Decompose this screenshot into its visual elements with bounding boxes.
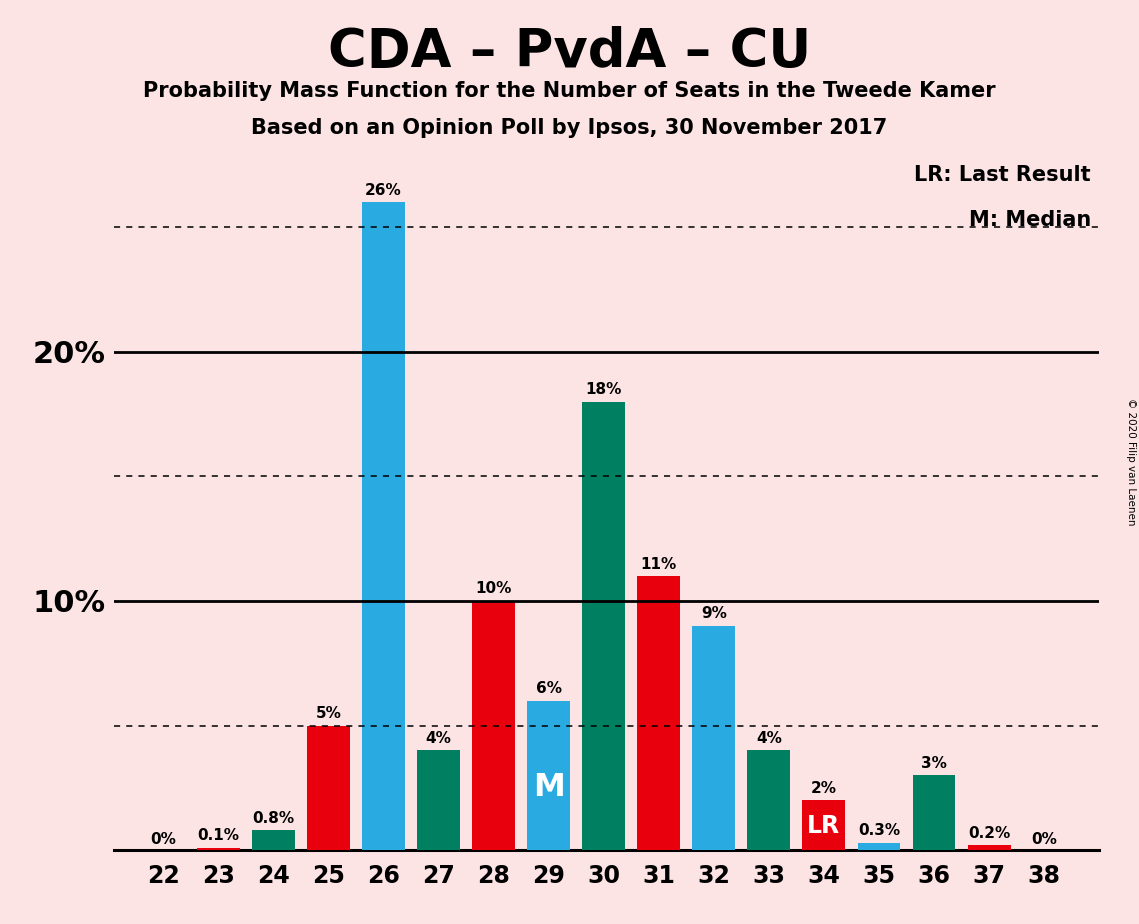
Text: © 2020 Filip van Laenen: © 2020 Filip van Laenen: [1126, 398, 1136, 526]
Text: 0.3%: 0.3%: [858, 823, 900, 838]
Bar: [362, 202, 405, 850]
Bar: [308, 725, 350, 850]
Text: 0.1%: 0.1%: [197, 828, 239, 843]
Text: M: M: [533, 772, 565, 803]
Text: 5%: 5%: [316, 706, 342, 721]
Bar: [803, 800, 845, 850]
Text: 0%: 0%: [1031, 833, 1057, 847]
Text: LR: Last Result: LR: Last Result: [915, 164, 1091, 185]
Bar: [912, 775, 956, 850]
Bar: [252, 830, 295, 850]
Text: 10%: 10%: [475, 581, 511, 597]
Text: 4%: 4%: [426, 731, 451, 746]
Text: 0%: 0%: [150, 833, 177, 847]
Bar: [747, 750, 790, 850]
Bar: [417, 750, 460, 850]
Bar: [693, 626, 736, 850]
Text: 2%: 2%: [811, 781, 837, 796]
Bar: [527, 700, 571, 850]
Text: CDA – PvdA – CU: CDA – PvdA – CU: [328, 26, 811, 78]
Text: 0.2%: 0.2%: [968, 826, 1010, 841]
Text: Probability Mass Function for the Number of Seats in the Tweede Kamer: Probability Mass Function for the Number…: [144, 81, 995, 102]
Text: 11%: 11%: [640, 556, 677, 572]
Text: 6%: 6%: [535, 681, 562, 696]
Bar: [582, 402, 625, 850]
Text: 26%: 26%: [366, 183, 402, 198]
Bar: [473, 601, 515, 850]
Text: M: Median: M: Median: [968, 210, 1091, 230]
Bar: [638, 576, 680, 850]
Bar: [968, 845, 1010, 850]
Bar: [197, 847, 240, 850]
Text: 3%: 3%: [921, 756, 947, 771]
Text: LR: LR: [808, 814, 841, 838]
Text: 9%: 9%: [700, 606, 727, 621]
Text: 18%: 18%: [585, 383, 622, 397]
Text: 0.8%: 0.8%: [253, 810, 295, 826]
Bar: [858, 843, 901, 850]
Text: 4%: 4%: [756, 731, 781, 746]
Text: Based on an Opinion Poll by Ipsos, 30 November 2017: Based on an Opinion Poll by Ipsos, 30 No…: [252, 118, 887, 139]
